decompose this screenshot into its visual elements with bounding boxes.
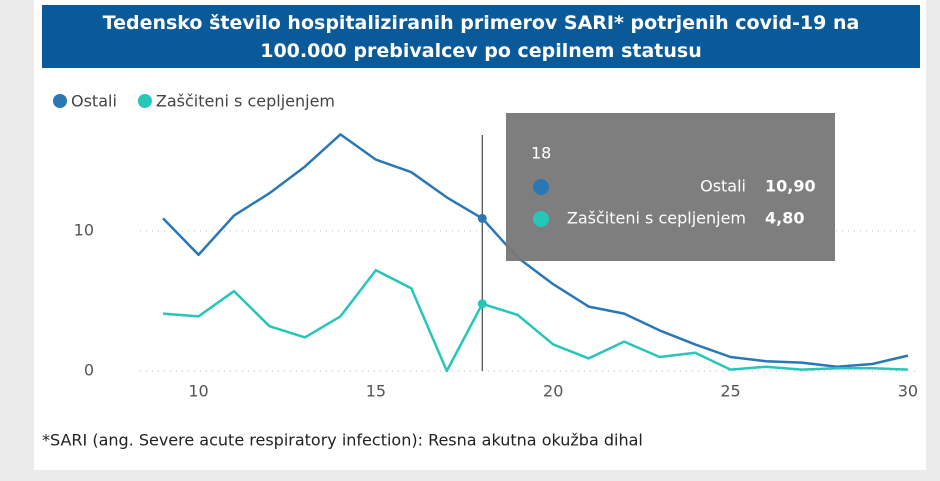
hover-point	[477, 213, 487, 223]
tooltip-name: Ostali	[700, 177, 746, 196]
title-banner	[42, 5, 920, 68]
x-tick-label: 20	[543, 382, 563, 401]
legend-label: Zaščiteni s cepljenjem	[156, 92, 335, 111]
tooltip-box	[506, 113, 835, 261]
hover-point	[477, 299, 487, 309]
series-line	[162, 133, 909, 369]
x-tick-label: 10	[188, 382, 208, 401]
legend-marker	[137, 94, 152, 108]
title-box: Tedensko število hospitaliziranih primer…	[102, 12, 860, 62]
tooltip-title: 18	[531, 144, 551, 163]
chart-title: Tedensko število hospitaliziranih primer…	[102, 12, 860, 62]
tooltip-marker	[533, 211, 549, 227]
series-line	[162, 268, 908, 373]
x-tick-label: 30	[898, 382, 918, 401]
legend-marker	[53, 94, 67, 108]
x-tick-label: 15	[366, 382, 386, 401]
x-tick-label: 25	[720, 382, 740, 401]
tooltip-marker	[533, 179, 549, 195]
tooltip-value: 10,90	[765, 177, 816, 196]
y-tick-label: 10	[74, 221, 94, 240]
footnote: *SARI (ang. Severe acute respiratory inf…	[42, 431, 643, 450]
tooltip-name: Zaščiteni s cepljenjem	[567, 209, 746, 228]
legend-label: Ostali	[71, 92, 117, 111]
tooltip-value: 4,80	[765, 209, 804, 228]
y-tick-label: 0	[84, 361, 94, 380]
